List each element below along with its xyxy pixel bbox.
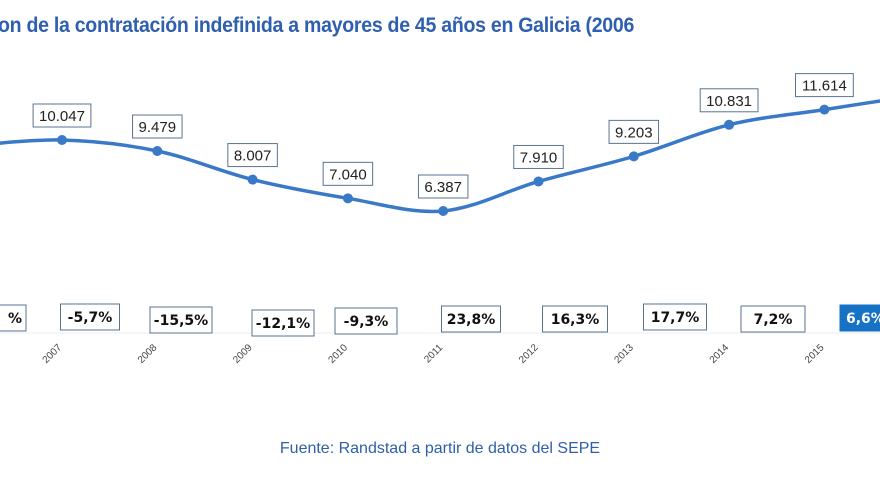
- x-tick-label: 2008: [136, 342, 160, 366]
- variation-label-box: [149, 306, 213, 334]
- variation-label-box: [441, 305, 501, 333]
- data-point: [438, 206, 449, 217]
- x-tick-label: 2010: [327, 342, 351, 366]
- data-label: 6.387: [424, 179, 462, 196]
- data-label-box: [608, 119, 660, 144]
- data-point: [724, 119, 735, 130]
- variation-label-box: [643, 303, 707, 331]
- data-label-box: [132, 114, 183, 139]
- data-label: 9.203: [615, 124, 653, 141]
- variation-label-box-highlighted: [839, 304, 880, 332]
- variation-label: 6,6%: [846, 311, 880, 327]
- variation-label: 17,7%: [651, 310, 700, 326]
- variation-label-box: [740, 305, 806, 333]
- variation-label: -15,5%: [154, 313, 208, 329]
- variation-label: %: [8, 311, 22, 327]
- variation-label: 16,3%: [551, 312, 600, 328]
- data-point: [533, 176, 544, 187]
- data-label: 9.479: [139, 119, 177, 136]
- x-tick-label: 2015: [803, 342, 827, 366]
- data-point: [57, 135, 67, 145]
- data-point: [247, 174, 258, 185]
- x-tick-label: 2014: [708, 342, 732, 366]
- variation-label: -12,1%: [256, 316, 310, 332]
- data-label: 10.831: [706, 93, 752, 110]
- data-label: 11.614: [802, 78, 847, 95]
- variation-label: 7,2%: [754, 312, 793, 328]
- data-label-box: [32, 103, 92, 128]
- x-tick-label: 2013: [612, 342, 636, 366]
- data-label: 8.007: [234, 148, 272, 165]
- x-tick-label: 2009: [231, 342, 255, 366]
- data-label-box: [699, 88, 759, 113]
- source-note: Fuente: Randstad a partir de datos del S…: [279, 440, 601, 457]
- data-label-box: [417, 174, 469, 199]
- data-label-box: [227, 143, 278, 168]
- data-point: [342, 193, 353, 204]
- variation-label-box: [251, 309, 315, 337]
- variation-label-box: [0, 304, 27, 332]
- data-point: [628, 151, 639, 162]
- data-label: 7.910: [520, 149, 558, 166]
- x-tick-label: 2012: [517, 342, 541, 366]
- variation-label: -9,3%: [344, 314, 389, 330]
- x-tick-label: 2011: [422, 342, 445, 365]
- data-label: 7.040: [329, 166, 367, 183]
- variation-label-box: [334, 307, 398, 335]
- data-point: [819, 104, 830, 115]
- data-label-box: [513, 144, 564, 169]
- variation-label-box: [60, 303, 120, 331]
- data-point: [152, 146, 163, 157]
- data-label-box: [322, 161, 374, 186]
- variation-label: 23,8%: [447, 312, 496, 328]
- data-label-box: [795, 73, 854, 98]
- variation-label-box: [542, 305, 608, 333]
- data-label: 10.047: [39, 108, 85, 125]
- variation-label: -5,7%: [68, 310, 113, 326]
- x-tick-label: 2007: [41, 342, 65, 366]
- chart-title: on de la contratación indefinida a mayor…: [0, 14, 635, 37]
